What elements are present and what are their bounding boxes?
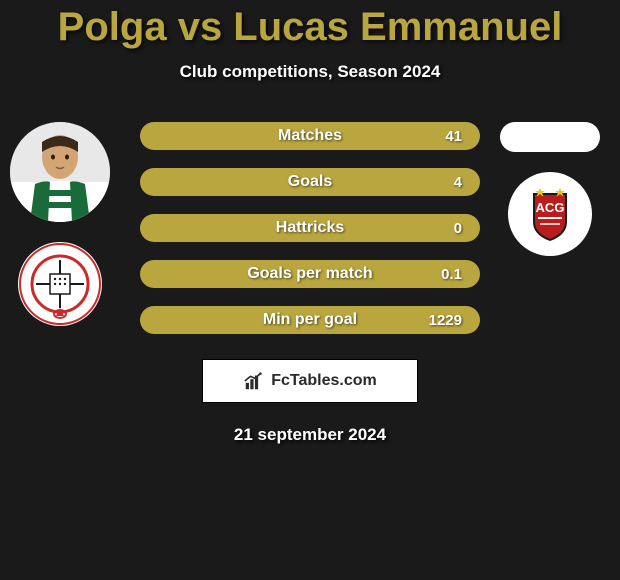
player-right-team-badge: ACG: [508, 172, 592, 256]
player-right-column: ACG: [500, 122, 600, 256]
stats-column: Matches 41 Goals 4 Hattricks 0 Goals per…: [140, 122, 480, 334]
player-right-avatar-placeholder: [500, 122, 600, 152]
chart-icon: [243, 370, 265, 392]
player-left-team-badge: [18, 242, 102, 326]
player-left-avatar: [10, 122, 110, 222]
svg-text:ACG: ACG: [536, 200, 565, 215]
page-title: Polga vs Lucas Emmanuel: [58, 5, 563, 50]
stat-label: Matches: [278, 127, 342, 145]
stat-bar-min-per-goal: Min per goal 1229: [140, 306, 480, 334]
logo-text: FcTables.com: [271, 372, 377, 390]
player-left-column: [10, 122, 110, 326]
logo-box: FcTables.com: [202, 359, 418, 403]
date-text: 21 september 2024: [234, 425, 386, 445]
stat-bar-hattricks: Hattricks 0: [140, 214, 480, 242]
stat-value: 0.1: [441, 266, 462, 283]
page-subtitle: Club competitions, Season 2024: [180, 62, 441, 82]
stat-label: Goals per match: [247, 265, 372, 283]
stat-label: Hattricks: [276, 219, 344, 237]
stat-label: Goals: [288, 173, 332, 191]
stat-value: 4: [454, 174, 462, 191]
stat-value: 0: [454, 220, 462, 237]
stat-label: Min per goal: [263, 311, 357, 329]
stat-bar-goals-per-match: Goals per match 0.1: [140, 260, 480, 288]
stat-bar-matches: Matches 41: [140, 122, 480, 150]
stat-value: 41: [445, 128, 462, 145]
stat-bar-goals: Goals 4: [140, 168, 480, 196]
content-area: ACG Matches 41 Goals 4 Hattricks 0: [0, 122, 620, 334]
stat-value: 1229: [429, 312, 462, 329]
